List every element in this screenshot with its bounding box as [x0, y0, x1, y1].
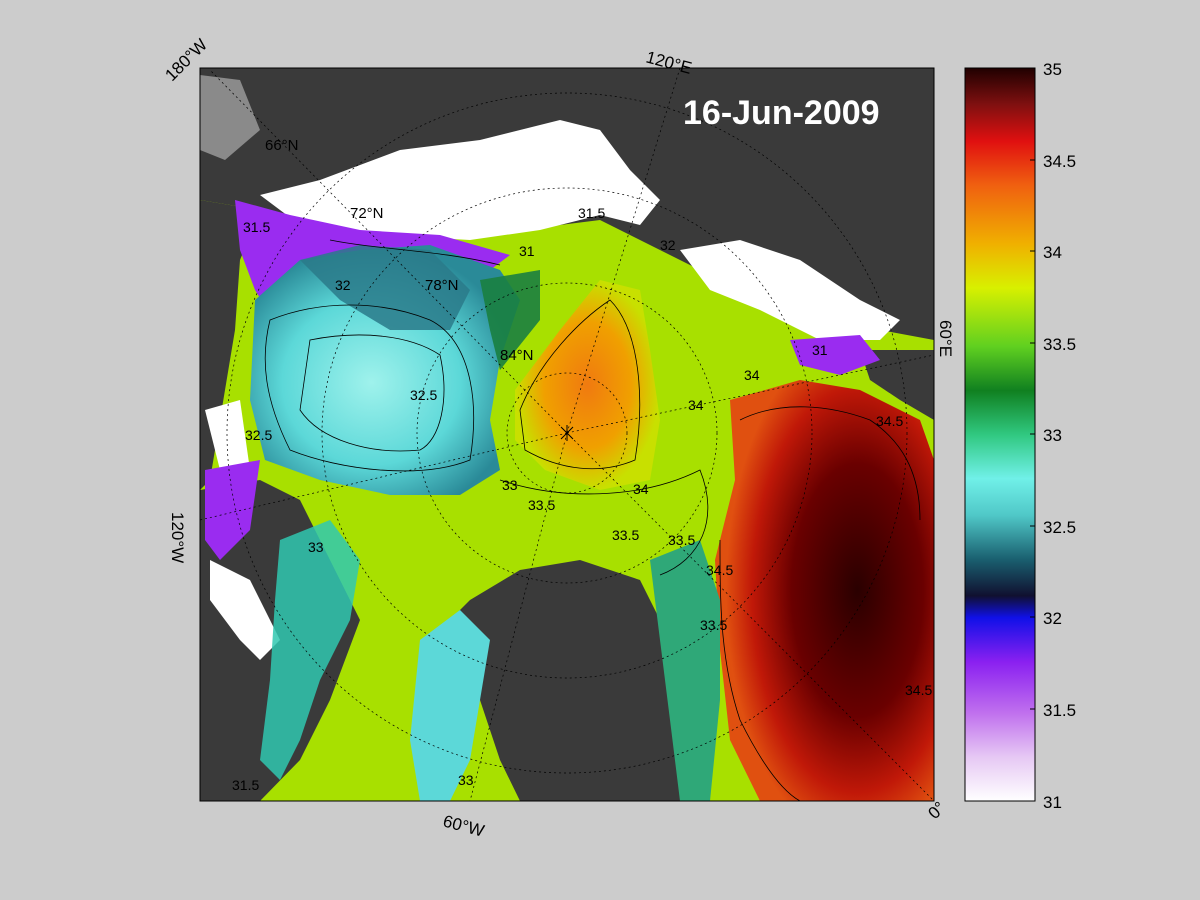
- contour-label: 33.5: [700, 617, 727, 633]
- greenland-land: [430, 560, 690, 801]
- contour-label: 31.5: [243, 219, 270, 235]
- contour-label: 32: [660, 237, 676, 253]
- latitude-label: 84°N: [500, 347, 534, 364]
- colorbar-tick-label: 34: [1043, 243, 1062, 262]
- contour-label: 32.5: [410, 387, 437, 403]
- contour-label: 33: [308, 539, 324, 555]
- contour-label: 34.5: [706, 562, 733, 578]
- contour-label: 33.5: [668, 532, 695, 548]
- latitude-label: 72°N: [350, 205, 384, 222]
- baffin-bay: [410, 610, 490, 801]
- colorbar-tick-label: 31: [1043, 793, 1062, 812]
- colorbar-tick-label: 32: [1043, 609, 1062, 628]
- contour-label: 34.5: [876, 413, 903, 429]
- colorbar-tick-label: 33: [1043, 426, 1062, 445]
- colorbar: 35 34.5 34 33.5 33 32.5 32 31.5 31: [964, 60, 1076, 812]
- contour-label: 33: [458, 772, 474, 788]
- contour-label: 32.5: [245, 427, 272, 443]
- map-panel: 31 31.5 32 32.5 33 33.5 34 34.5 34.5 33.…: [200, 68, 934, 801]
- longitude-label: 60°E: [936, 320, 955, 357]
- scandinavia-land: [860, 350, 934, 420]
- longitude-label: 60°W: [441, 812, 486, 841]
- contour-label: 34: [688, 397, 704, 413]
- contour-label: 31.5: [578, 205, 605, 221]
- purple-laptev: [790, 335, 880, 375]
- green-front: [480, 270, 540, 370]
- colorbar-tick-label: 31.5: [1043, 701, 1076, 720]
- purple-canada-band: [205, 460, 260, 560]
- latitude-labels: 66°N 72°N 78°N 84°N: [265, 137, 534, 364]
- sea-ice-siberia: [260, 120, 660, 240]
- land-shadow: [200, 75, 260, 160]
- colorbar-tick-label: 35: [1043, 60, 1062, 79]
- contour-label: 34: [633, 481, 649, 497]
- latitude-label: 78°N: [425, 277, 459, 294]
- contour-label: 33: [502, 477, 518, 493]
- contour-label: 34.5: [905, 682, 932, 698]
- colorbar-scale: [964, 67, 1036, 802]
- central-warm-region: [515, 280, 660, 490]
- contour-label: 31: [812, 342, 828, 358]
- date-label: 16-Jun-2009: [683, 94, 880, 132]
- colorbar-tick-labels: 35 34.5 34 33.5 33 32.5 32 31.5 31: [1043, 60, 1076, 812]
- colorbar-tick-label: 34.5: [1043, 152, 1076, 171]
- contour-label: 32: [335, 277, 351, 293]
- north-pole-marker: [560, 425, 574, 441]
- sea-ice-hudson: [210, 560, 280, 660]
- map-border: [199, 67, 935, 802]
- longitude-label: 120°W: [168, 512, 187, 563]
- atlantic-inflow: [715, 380, 934, 801]
- contour-label: 33.5: [528, 497, 555, 513]
- sea-ice-kara: [680, 240, 900, 340]
- greenland-east-shelf: [650, 540, 720, 801]
- contour-label: 31: [519, 243, 535, 259]
- contour-label: 34: [744, 367, 760, 383]
- colorbar-tick-label: 32.5: [1043, 518, 1076, 537]
- archipelago-channels: [260, 520, 360, 780]
- colorbar-tick-label: 33.5: [1043, 335, 1076, 354]
- contour-label: 31.5: [232, 777, 259, 793]
- teal-core: [300, 245, 470, 330]
- graticule: [200, 68, 934, 801]
- latitude-label: 66°N: [265, 137, 299, 154]
- contour-label-group: 31 31.5 32 32.5 33 33.5 34 34.5 34.5 33.…: [232, 205, 932, 793]
- longitude-label: 0°: [924, 798, 949, 823]
- contour-label: 33.5: [612, 527, 639, 543]
- colorbar-ticks: [1030, 67, 1035, 802]
- contour-lines: [264, 239, 921, 801]
- sea-ice-alaska: [205, 400, 250, 470]
